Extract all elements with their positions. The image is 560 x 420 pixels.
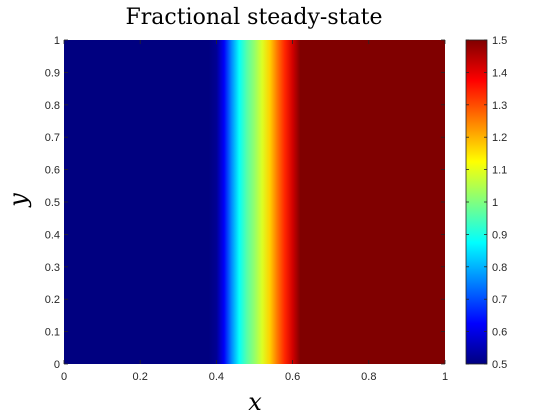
y-tick-label: 0.1 — [45, 327, 60, 339]
x-tick-label: 1 — [442, 371, 448, 383]
x-tick-label: 0.8 — [361, 371, 376, 383]
colorbar-tick-label: 0.9 — [492, 229, 507, 241]
colorbar — [465, 39, 488, 365]
colorbar-tick-label: 0.6 — [492, 327, 507, 339]
x-tick-label: 0.2 — [133, 371, 148, 383]
colorbar-tick-label: 1.2 — [492, 132, 507, 144]
colorbar-tick-label: 1.5 — [492, 35, 507, 47]
y-tick-label: 0.2 — [45, 294, 60, 306]
chart-title: Fractional steady-state — [126, 5, 383, 30]
colorbar-axis: 0.5 0.6 0.7 0.8 0.9 1 1.1 1.2 1.3 1.4 1.5 — [466, 35, 507, 371]
colorbar-tick-label: 1.3 — [492, 100, 507, 112]
y-tick-label: 0.6 — [45, 165, 60, 177]
colorbar-tick-label: 0.8 — [492, 262, 507, 274]
colorbar-tick-label: 1 — [492, 197, 498, 209]
y-tick-label: 0 — [54, 359, 60, 371]
y-tick-label: 0.7 — [45, 132, 60, 144]
colorbar-tick-label: 0.7 — [492, 294, 507, 306]
y-tick-label: 0.8 — [45, 100, 60, 112]
y-tick-label: 0.9 — [45, 67, 60, 79]
y-axis: 0 0.1 0.2 0.3 0.4 0.5 0.6 0.7 0.8 0.9 1 — [45, 35, 445, 371]
x-tick-label: 0.4 — [209, 371, 224, 383]
colorbar-tick-label: 0.5 — [492, 359, 507, 371]
y-axis-label: y — [4, 193, 32, 208]
x-axis: 0 0.2 0.4 0.6 0.8 1 — [61, 40, 448, 383]
x-tick-label: 0.6 — [285, 371, 300, 383]
y-tick-label: 0.3 — [45, 262, 60, 274]
y-tick-label: 0.5 — [45, 197, 60, 209]
x-axis-label: x — [248, 388, 262, 416]
colorbar-tick-label: 1.4 — [492, 67, 507, 79]
heatmap-field — [64, 40, 445, 364]
x-tick-label: 0 — [61, 371, 67, 383]
y-tick-label: 0.4 — [45, 229, 60, 241]
y-tick-label: 1 — [54, 35, 60, 47]
colorbar-tick-label: 1.1 — [492, 165, 507, 177]
